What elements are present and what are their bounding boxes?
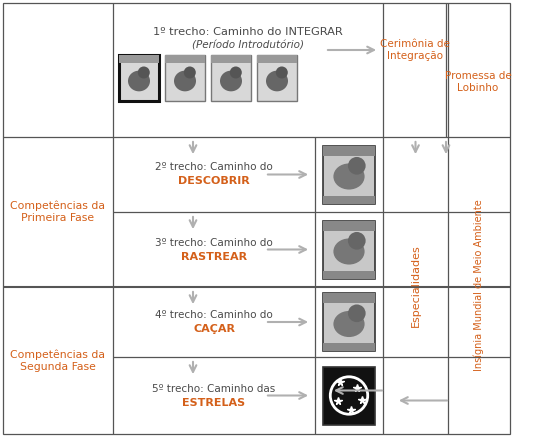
Circle shape xyxy=(348,232,366,250)
Bar xyxy=(323,195,375,204)
Bar xyxy=(323,293,375,351)
Text: Cerimônia de
Integração: Cerimônia de Integração xyxy=(380,39,449,61)
Bar xyxy=(119,55,159,101)
Ellipse shape xyxy=(334,239,365,264)
Bar xyxy=(211,55,251,63)
Bar xyxy=(323,146,375,204)
Bar xyxy=(119,55,159,63)
Circle shape xyxy=(348,305,366,322)
Text: CAÇAR: CAÇAR xyxy=(193,324,235,334)
Bar xyxy=(165,55,205,63)
Text: 5º trecho: Caminho das: 5º trecho: Caminho das xyxy=(152,384,275,393)
Text: RASTREAR: RASTREAR xyxy=(181,252,247,261)
Text: 1º trecho: Caminho do INTEGRAR: 1º trecho: Caminho do INTEGRAR xyxy=(153,27,343,37)
Circle shape xyxy=(276,66,288,79)
Text: 3º trecho: Caminho do: 3º trecho: Caminho do xyxy=(155,237,273,247)
Bar xyxy=(323,271,375,278)
Text: DESCOBRIR: DESCOBRIR xyxy=(178,177,250,187)
Circle shape xyxy=(230,66,242,79)
Bar xyxy=(211,55,251,101)
Bar xyxy=(323,293,375,303)
Text: ESTRELAS: ESTRELAS xyxy=(182,398,245,407)
Text: Especialidades: Especialidades xyxy=(410,244,421,327)
Ellipse shape xyxy=(266,71,288,91)
Ellipse shape xyxy=(334,163,365,190)
Text: Competências da
Segunda Fase: Competências da Segunda Fase xyxy=(11,350,105,371)
Text: Promessa de
Lobinho: Promessa de Lobinho xyxy=(444,71,512,93)
Bar xyxy=(257,55,297,101)
Bar xyxy=(323,221,375,230)
Text: (Período Introdutório): (Período Introdutório) xyxy=(192,41,304,51)
Bar xyxy=(323,146,375,156)
Ellipse shape xyxy=(174,71,196,91)
Circle shape xyxy=(184,66,196,79)
Text: 4º trecho: Caminho do: 4º trecho: Caminho do xyxy=(155,310,273,320)
Text: Competências da
Primeira Fase: Competências da Primeira Fase xyxy=(11,201,105,223)
Ellipse shape xyxy=(334,311,365,337)
Circle shape xyxy=(138,66,150,79)
Text: 2º trecho: Caminho do: 2º trecho: Caminho do xyxy=(155,163,273,173)
Bar xyxy=(257,55,297,63)
Ellipse shape xyxy=(220,71,242,91)
Ellipse shape xyxy=(128,71,150,91)
Text: Insígnia Mundial de Meio Ambiente: Insígnia Mundial de Meio Ambiente xyxy=(474,200,484,371)
Bar xyxy=(165,55,205,101)
Circle shape xyxy=(348,157,366,175)
Bar xyxy=(323,343,375,351)
Bar xyxy=(323,221,375,278)
Bar xyxy=(323,367,375,424)
